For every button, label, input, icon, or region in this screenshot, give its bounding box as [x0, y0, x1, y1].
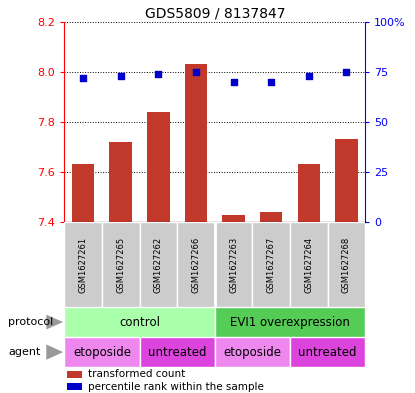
Bar: [177, 222, 215, 307]
Text: etoposide: etoposide: [73, 345, 131, 359]
Text: GSM1627263: GSM1627263: [229, 237, 238, 293]
Bar: [110, 142, 132, 222]
Point: [80, 75, 86, 81]
Point: [230, 79, 237, 85]
Text: GSM1627261: GSM1627261: [78, 237, 88, 293]
Point: [193, 68, 199, 75]
Bar: [72, 164, 95, 222]
Point: [155, 71, 162, 77]
Bar: [215, 307, 365, 337]
Bar: [215, 337, 290, 367]
Bar: [67, 383, 82, 391]
Polygon shape: [46, 315, 63, 329]
Bar: [139, 337, 215, 367]
Text: percentile rank within the sample: percentile rank within the sample: [88, 382, 264, 391]
Bar: [64, 307, 215, 337]
Point: [343, 68, 350, 75]
Bar: [64, 222, 102, 307]
Bar: [327, 222, 365, 307]
Bar: [335, 140, 358, 222]
Text: control: control: [119, 316, 160, 329]
Text: GSM1627264: GSM1627264: [304, 237, 313, 293]
Text: untreated: untreated: [298, 345, 357, 359]
Text: EVI1 overexpression: EVI1 overexpression: [230, 316, 350, 329]
Bar: [290, 222, 327, 307]
Text: GSM1627262: GSM1627262: [154, 237, 163, 293]
Title: GDS5809 / 8137847: GDS5809 / 8137847: [144, 6, 285, 20]
Point: [305, 73, 312, 79]
Polygon shape: [46, 344, 63, 360]
Bar: [147, 112, 170, 222]
Text: transformed count: transformed count: [88, 369, 186, 379]
Bar: [222, 215, 245, 222]
Point: [117, 73, 124, 79]
Bar: [139, 222, 177, 307]
Text: agent: agent: [8, 347, 41, 357]
Text: protocol: protocol: [8, 317, 54, 327]
Bar: [298, 164, 320, 222]
Bar: [215, 222, 252, 307]
Bar: [102, 222, 139, 307]
Bar: [260, 212, 283, 222]
Bar: [252, 222, 290, 307]
Text: GSM1627266: GSM1627266: [191, 237, 200, 293]
Bar: [290, 337, 365, 367]
Text: untreated: untreated: [148, 345, 206, 359]
Bar: [67, 371, 82, 378]
Text: etoposide: etoposide: [223, 345, 281, 359]
Point: [268, 79, 274, 85]
Bar: [64, 337, 139, 367]
Text: GSM1627267: GSM1627267: [267, 237, 276, 293]
Text: GSM1627265: GSM1627265: [116, 237, 125, 293]
Text: GSM1627268: GSM1627268: [342, 237, 351, 293]
Bar: [185, 64, 207, 222]
